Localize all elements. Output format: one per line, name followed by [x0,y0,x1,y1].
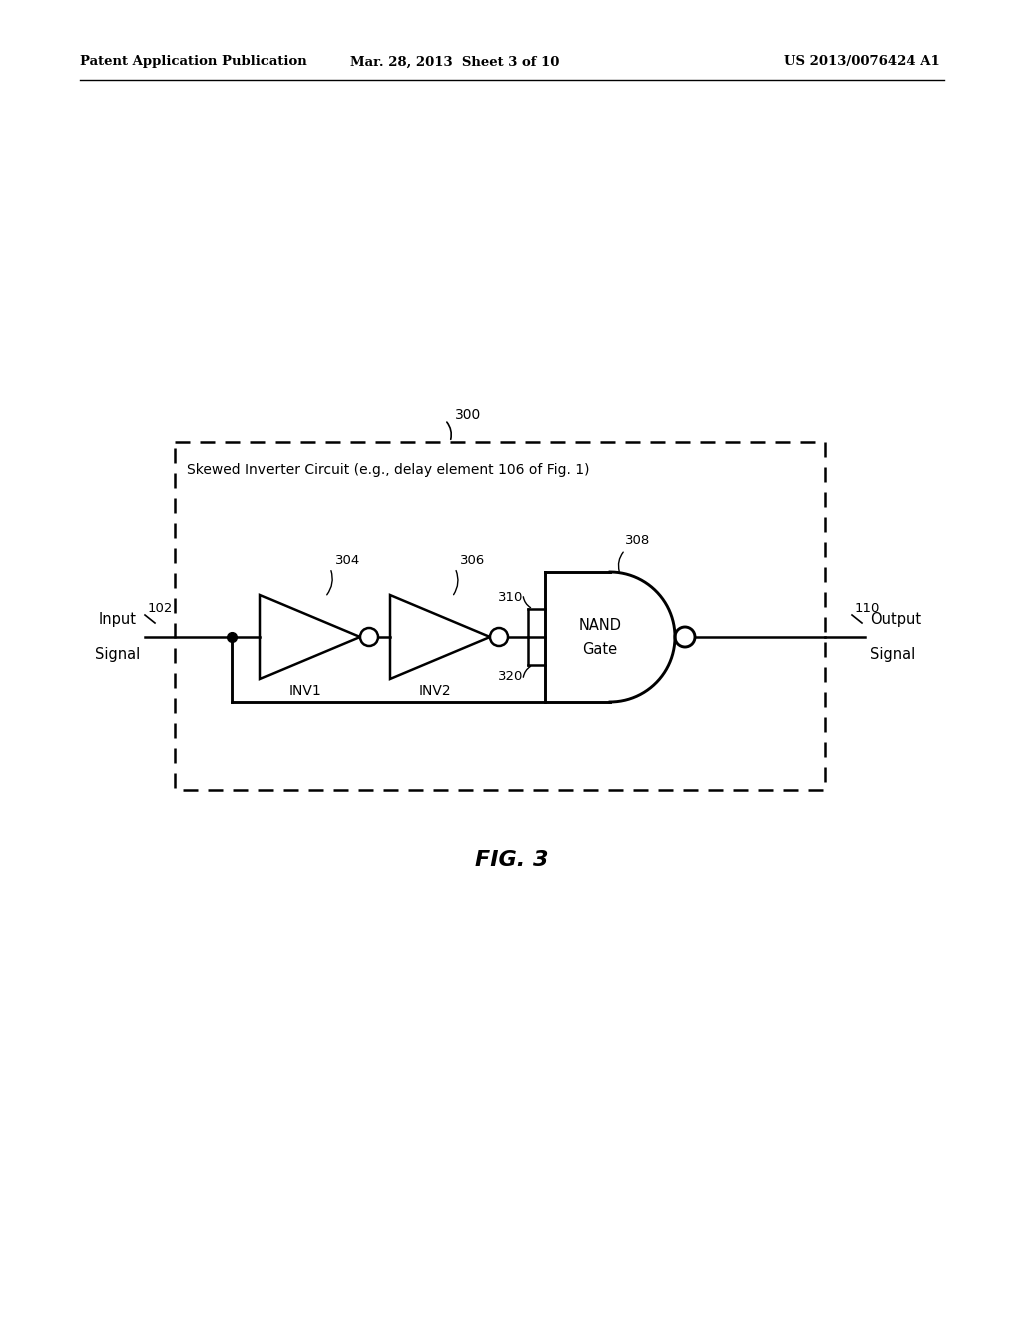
Text: INV1: INV1 [289,684,322,698]
Text: Signal: Signal [870,647,915,663]
Text: 310: 310 [498,591,523,605]
Text: Signal: Signal [95,647,140,663]
Text: INV2: INV2 [419,684,452,698]
Text: 102: 102 [148,602,173,615]
Bar [175,442,825,789]
Text: US 2013/0076424 A1: US 2013/0076424 A1 [784,55,940,69]
Text: Skewed Inverter Circuit (e.g., delay element 106 of Fig. 1): Skewed Inverter Circuit (e.g., delay ele… [187,463,590,477]
Text: 300: 300 [455,408,481,422]
Text: Input: Input [99,612,137,627]
Text: FIG. 3: FIG. 3 [475,850,549,870]
Text: Gate: Gate [583,642,617,656]
Text: Mar. 28, 2013  Sheet 3 of 10: Mar. 28, 2013 Sheet 3 of 10 [350,55,560,69]
Text: Patent Application Publication: Patent Application Publication [80,55,307,69]
Text: NAND: NAND [579,618,622,632]
Text: 306: 306 [460,553,485,566]
Text: 308: 308 [625,533,650,546]
Text: 304: 304 [335,553,360,566]
Text: 110: 110 [855,602,881,615]
Text: 320: 320 [498,671,523,682]
Text: Output: Output [870,612,922,627]
